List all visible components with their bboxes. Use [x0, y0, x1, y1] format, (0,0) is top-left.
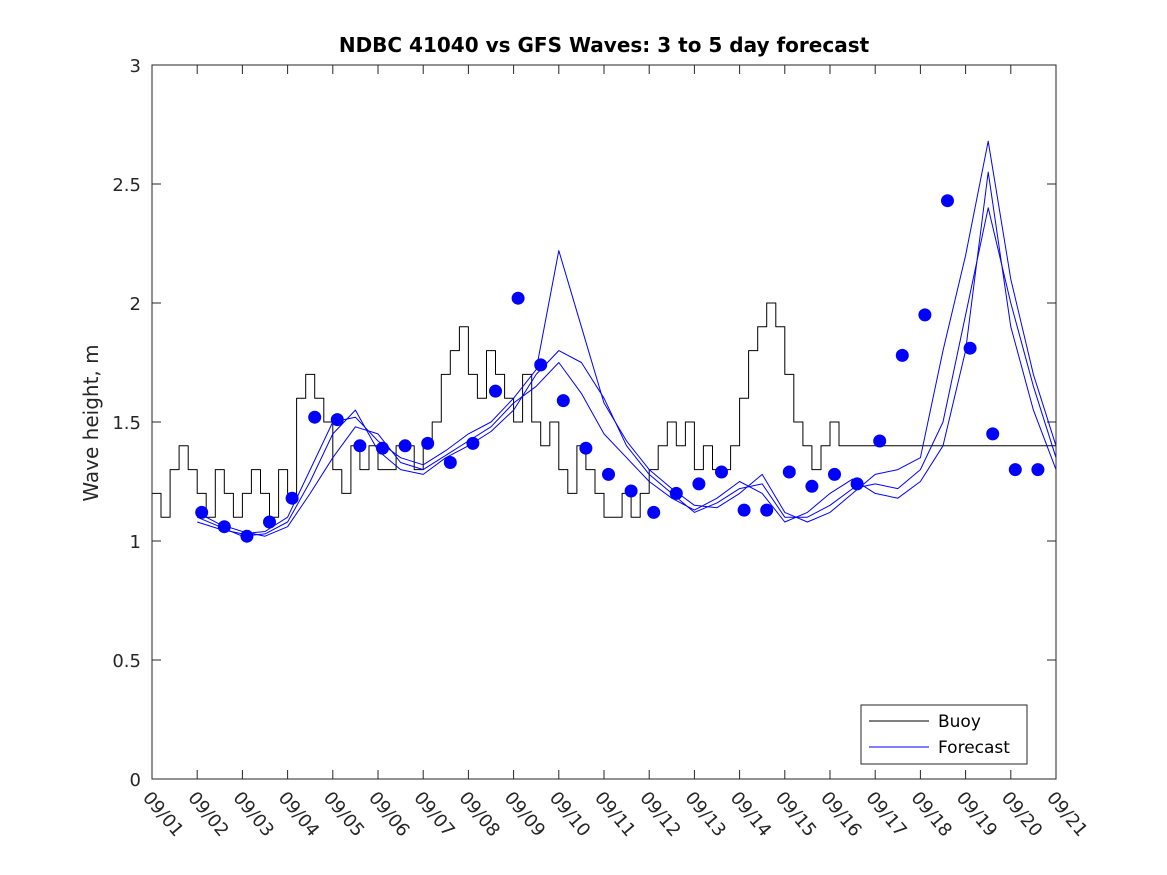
- forecast-point-marker: [308, 410, 322, 424]
- forecast-point-marker: [1008, 463, 1022, 477]
- forecast-point-marker: [873, 434, 887, 448]
- forecast-series-line: [197, 207, 1057, 537]
- y-axis-label: Wave height, m: [79, 344, 103, 501]
- legend-forecast-label: Forecast: [938, 738, 1010, 758]
- forecast-series-line: [196, 171, 1057, 537]
- forecast-point-marker: [511, 291, 525, 305]
- y-tick-label: 2.5: [112, 175, 141, 196]
- forecast-point-marker: [850, 477, 864, 491]
- legend: Buoy Forecast: [860, 704, 1028, 765]
- forecast-point-marker: [918, 308, 932, 322]
- plot-area: [152, 65, 1056, 779]
- forecast-point-marker: [760, 503, 774, 517]
- forecast-point-marker: [353, 439, 367, 453]
- forecast-point-marker: [895, 348, 909, 362]
- forecast-point-marker: [647, 505, 661, 519]
- forecast-point-marker: [217, 520, 231, 534]
- forecast-point-marker: [805, 479, 819, 493]
- forecast-point-marker: [602, 467, 615, 481]
- y-tick-label: 1.5: [112, 413, 141, 434]
- y-tick-label: 0.5: [112, 651, 141, 672]
- forecast-point-marker: [624, 484, 638, 498]
- forecast-point-marker: [240, 529, 254, 543]
- y-tick-label: 3: [130, 56, 141, 77]
- forecast-point-marker: [489, 384, 502, 398]
- forecast-point-marker: [398, 439, 412, 453]
- y-tick-label: 1: [130, 532, 141, 553]
- forecast-point-marker: [782, 465, 796, 479]
- forecast-point-marker: [443, 456, 457, 469]
- forecast-point-marker: [692, 477, 706, 491]
- forecast-point-marker: [285, 491, 299, 505]
- forecast-point-marker: [195, 505, 209, 519]
- forecast-point-marker: [828, 467, 841, 481]
- forecast-point-marker: [421, 436, 435, 450]
- plot-frame: [151, 64, 1057, 780]
- forecast-point-marker: [715, 465, 728, 479]
- chart-title: NDBC 41040 vs GFS Waves: 3 to 5 day fore…: [339, 33, 870, 57]
- forecast-point-marker: [986, 427, 1000, 441]
- forecast-point-marker: [534, 358, 548, 372]
- y-tick-label: 2: [130, 294, 141, 315]
- forecast-point-marker: [466, 436, 480, 450]
- marker-layer: [195, 194, 1045, 543]
- forecast-point-marker: [579, 441, 593, 455]
- forecast-point-marker: [941, 194, 954, 208]
- forecast-point-marker: [737, 503, 751, 517]
- forecast-point-marker: [263, 515, 276, 529]
- forecast-point-marker: [1031, 463, 1045, 477]
- forecast-point-marker: [963, 341, 977, 355]
- forecast-point-marker: [330, 413, 344, 427]
- legend-box: [860, 704, 1028, 765]
- y-tick-label: 0: [130, 770, 141, 791]
- buoy-series-line: [152, 302, 1056, 518]
- legend-buoy-label: Buoy: [938, 712, 981, 732]
- forecast-point-marker: [556, 394, 570, 408]
- forecast-point-marker: [376, 441, 389, 455]
- forecast-point-marker: [669, 486, 683, 500]
